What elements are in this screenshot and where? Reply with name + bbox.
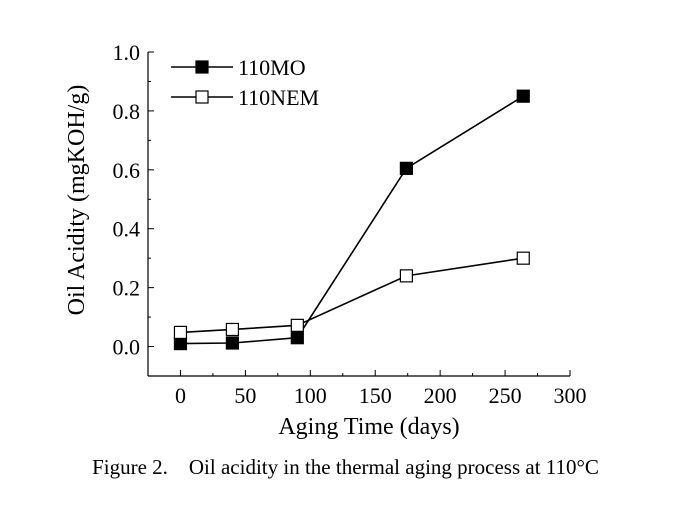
y-tick-label: 0.8 bbox=[113, 99, 141, 124]
data-point bbox=[516, 251, 530, 265]
tick-labels: 0.0 0.2 0.4 0.6 0.8 1.0 0 50 100 150 200 250 300 bbox=[113, 40, 587, 408]
y-tick-label: 1.0 bbox=[113, 40, 141, 65]
series-110NEM bbox=[173, 251, 530, 340]
series-line bbox=[180, 95, 524, 345]
data-point bbox=[225, 336, 239, 350]
x-axis-label: Aging Time (days) bbox=[278, 414, 459, 440]
data-point bbox=[173, 325, 188, 340]
axes bbox=[147, 52, 570, 377]
data-point bbox=[225, 322, 239, 337]
legend-label: 110NEM bbox=[238, 85, 319, 110]
series-110MO bbox=[173, 89, 530, 351]
y-tick-label: 0.0 bbox=[113, 335, 141, 360]
line-chart: 0.0 0.2 0.4 0.6 0.8 1.0 0 50 100 150 200 250 300 Agi… bbox=[64, 40, 587, 440]
data-point bbox=[290, 331, 304, 345]
legend-marker bbox=[195, 60, 209, 74]
legend: 110MO 110NEM bbox=[171, 55, 319, 110]
tick-marks bbox=[147, 51, 571, 377]
data-point bbox=[173, 337, 188, 351]
x-tick-label: 250 bbox=[489, 383, 522, 408]
data-point bbox=[399, 161, 413, 175]
y-tick-label: 0.2 bbox=[113, 276, 141, 301]
data-point bbox=[399, 269, 413, 283]
x-tick-label: 50 bbox=[234, 383, 256, 408]
series-group bbox=[173, 89, 530, 351]
x-tick-label: 300 bbox=[554, 383, 587, 408]
y-tick-label: 0.4 bbox=[113, 217, 141, 242]
figure-caption: Figure 2. Oil acidity in the thermal agi… bbox=[92, 455, 599, 479]
series-line bbox=[180, 257, 524, 334]
y-axis-label: Oil Acidity (mgKOH/g) bbox=[64, 85, 90, 316]
y-tick-label: 0.6 bbox=[113, 158, 141, 183]
legend-label: 110MO bbox=[238, 55, 306, 80]
x-tick-label: 200 bbox=[424, 383, 457, 408]
data-point bbox=[290, 318, 304, 332]
data-point bbox=[516, 89, 530, 103]
legend-marker bbox=[195, 90, 209, 104]
x-tick-label: 0 bbox=[175, 383, 186, 408]
x-tick-label: 100 bbox=[294, 383, 327, 408]
x-tick-label: 150 bbox=[359, 383, 392, 408]
